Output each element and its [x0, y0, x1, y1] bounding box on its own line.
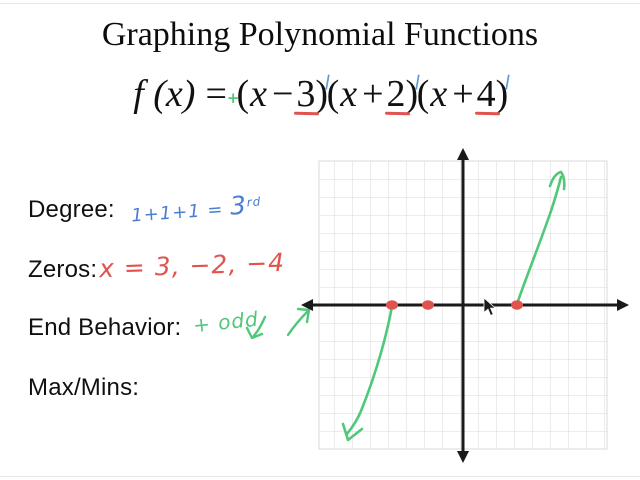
zeros-label: Zeros: — [28, 256, 98, 283]
constant-underlined: 4 — [476, 73, 496, 115]
operator: + — [452, 73, 474, 115]
end-behavior-label: End Behavior: — [28, 314, 182, 341]
constant-underlined: 3 — [296, 73, 316, 115]
page-title: Graphing Polynomial Functions — [101, 16, 539, 53]
curve-right-arrowhead — [548, 170, 566, 191]
variable-x: x — [430, 73, 448, 115]
factor-x-plus-4: (x +4)| — [416, 72, 513, 116]
slide-bottom-edge — [0, 476, 640, 477]
close-paren: ) — [495, 73, 509, 115]
curve-left-branch — [345, 304, 394, 436]
degree-sum: 1+1+1 = — [130, 199, 225, 227]
x-axis-left-arrowhead — [301, 299, 313, 311]
y-axis-bottom-arrowhead — [457, 451, 469, 463]
constant-underlined: 2 — [386, 73, 406, 115]
close-paren: ) — [315, 73, 329, 115]
equals-sign: = — [205, 73, 227, 115]
polynomial-equation: f (x) =+(x −3)|(x +2)|(x +4)| — [0, 72, 640, 116]
max-mins-label: Max/Mins: — [28, 374, 140, 401]
degree-ordinal: rd — [246, 194, 262, 210]
degree-tally-tick: | — [503, 71, 513, 91]
operator: − — [271, 73, 294, 115]
polynomial-graph — [301, 148, 629, 463]
zero-dot-neg4 — [386, 300, 398, 310]
function-notation: f (x) — [133, 73, 196, 115]
curve-left-arrowhead — [341, 422, 364, 442]
operator: + — [362, 73, 384, 115]
leading-sign-annotation: + — [226, 89, 240, 107]
open-paren: ( — [236, 73, 250, 115]
open-paren: ( — [326, 73, 340, 115]
factor-x-minus-3: (x −3)| — [236, 72, 332, 116]
zero-dot-neg2 — [422, 300, 434, 310]
factor-x-plus-2: (x +2)| — [326, 72, 423, 116]
degree-label: Degree: — [28, 196, 115, 223]
x-axis-right-arrowhead — [617, 299, 629, 311]
y-axis-top-arrowhead — [457, 148, 469, 160]
down-left-arrow-icon — [245, 315, 267, 340]
zeros-handwritten-work: x = 3, −2, −4 — [98, 247, 286, 284]
close-paren: ) — [405, 73, 419, 115]
variable-x: x — [340, 73, 358, 115]
degree-handwritten-work: 1+1+1 = 3rd — [130, 189, 262, 227]
slide-top-edge — [0, 3, 640, 4]
mouse-cursor-icon — [483, 297, 497, 317]
zero-dot-pos3 — [511, 300, 523, 310]
curve-right-branch — [515, 175, 563, 306]
up-right-arrow-icon — [286, 307, 311, 337]
open-paren: ( — [416, 73, 430, 115]
degree-result: 3 — [228, 190, 248, 221]
variable-x: x — [250, 73, 267, 115]
